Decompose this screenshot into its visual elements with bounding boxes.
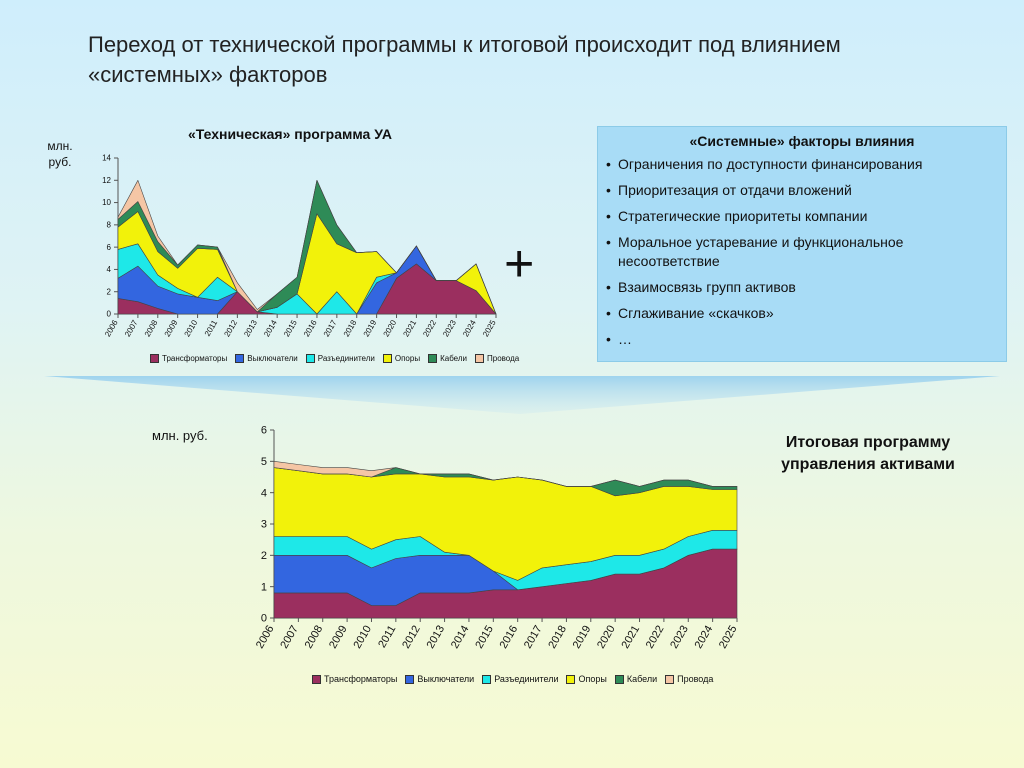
x-tick-label: 2018 [546,624,569,651]
factors-title: «Системные» факторы влияния [689,133,915,149]
legend-item-supports: Опоры [382,354,421,363]
area-series-wires [117,180,497,315]
final-program-label: Итоговая программу управления активами [781,434,955,473]
x-tick-label: 2025 [717,624,740,651]
x-tick-label: 2014 [449,624,472,651]
plus-sign: + [504,235,535,293]
legend-item-transformers: Трансформаторы [150,354,227,363]
y-tick-label: 6 [107,243,112,252]
factor-item: … [606,330,998,349]
legend-item-breakers: Выключатели [405,674,474,684]
x-tick-label: 2015 [473,624,496,651]
legend-label: Опоры [578,674,607,684]
legend-item-wires: Провода [665,674,713,684]
legend-item-supports: Опоры [566,674,607,684]
legend-item-disconnectors: Разъединители [482,674,558,684]
x-tick-label: 2007 [278,624,301,651]
factor-item: Стратегические приоритеты компании [606,207,998,226]
legend-label: Трансформаторы [324,674,398,684]
factor-item: Ограничения по доступности финансировани… [606,155,998,174]
factor-item: Приоритезация от отдачи вложений [606,181,998,200]
legend-swatch [405,674,415,684]
y-tick-label: 2 [261,550,267,562]
legend-swatch [475,354,484,363]
y-tick-label: 4 [107,265,112,274]
y-tick-label: 10 [102,198,111,207]
legend-label: Опоры [394,354,421,363]
top-chart-legend: Трансформаторы Выключатели Разъединители Оп… [150,354,519,363]
bottom-chart-ylabel: млн. руб. [152,428,208,443]
legend-label: Кабели [440,354,467,363]
legend-swatch [312,674,321,684]
legend-swatch [428,354,438,363]
x-tick-label: 2009 [327,624,350,651]
x-tick-label: 2006 [254,624,277,651]
legend-item-wires: Провода [475,354,519,363]
legend-swatch [382,354,392,363]
y-tick-label: 1 [261,581,267,593]
top-chart-title: «Техническая» программа УА [188,126,392,142]
y-tick-label: 12 [102,176,111,185]
legend-label: Выключатели [417,674,475,684]
legend-item-cables: Кабели [428,354,467,363]
x-tick-label: 2020 [595,624,618,651]
y-tick-label: 0 [107,310,112,319]
x-tick-label: 2011 [376,624,398,650]
x-tick-label: 2013 [425,624,448,651]
y-tick-label: 0 [261,613,267,625]
legend-item-transformers: Трансформаторы [312,674,397,684]
y-tick-label: 2 [107,287,112,296]
legend-label: Трансформаторы [162,354,228,363]
x-tick-label: 2022 [644,624,667,651]
legend-swatch [305,354,315,363]
slide-title: Переход от технической программы к итого… [88,32,841,87]
x-tick-label: 2012 [400,624,423,651]
legend-swatch [235,354,245,363]
legend-swatch [566,674,576,684]
legend-label: Кабели [626,674,658,684]
x-tick-label: 2021 [619,624,642,651]
factor-item: Сглаживание «скачков» [606,304,998,323]
y-tick-label: 5 [261,456,267,468]
legend-label: Провода [677,674,714,684]
y-tick-label: 8 [107,221,112,230]
legend-label: Выключатели [247,354,298,363]
x-tick-label: 2019 [571,624,594,651]
legend-item-cables: Кабели [614,674,658,684]
y-tick-label: 14 [102,154,111,163]
area-series-wires [273,461,738,487]
factor-item: Взаимосвязь групп активов [606,278,998,297]
x-tick-label: 2016 [498,624,521,651]
y-tick-label: 3 [261,519,267,531]
legend-label: Разъединители [494,674,559,684]
bottom-chart-legend: Трансформаторы Выключатели Разъединители Оп… [312,674,713,684]
banner-shape [44,376,1000,414]
x-tick-label: 2010 [351,624,374,651]
legend-item-breakers: Выключатели [235,354,298,363]
legend-label: Разъединители [317,354,375,363]
factor-item: Моральное устаревание и функциональное н… [606,233,998,271]
legend-swatch [614,674,624,684]
legend-item-disconnectors: Разъединители [305,354,375,363]
y-tick-label: 6 [261,425,267,437]
top-chart-ylabel: млн. руб. [47,139,73,169]
y-tick-label: 4 [261,487,267,499]
x-tick-label: 2023 [668,624,691,651]
x-tick-label: 2024 [693,624,716,651]
legend-swatch [482,674,492,684]
x-tick-label: 2008 [303,624,326,651]
x-tick-label: 2017 [522,624,545,651]
legend-swatch [150,354,159,363]
factors-list: Ограничения по доступности финансировани… [606,155,998,349]
factors-panel: «Системные» факторы влияния Ограничения … [597,126,1007,362]
legend-label: Провода [487,354,520,363]
legend-swatch [665,674,675,684]
